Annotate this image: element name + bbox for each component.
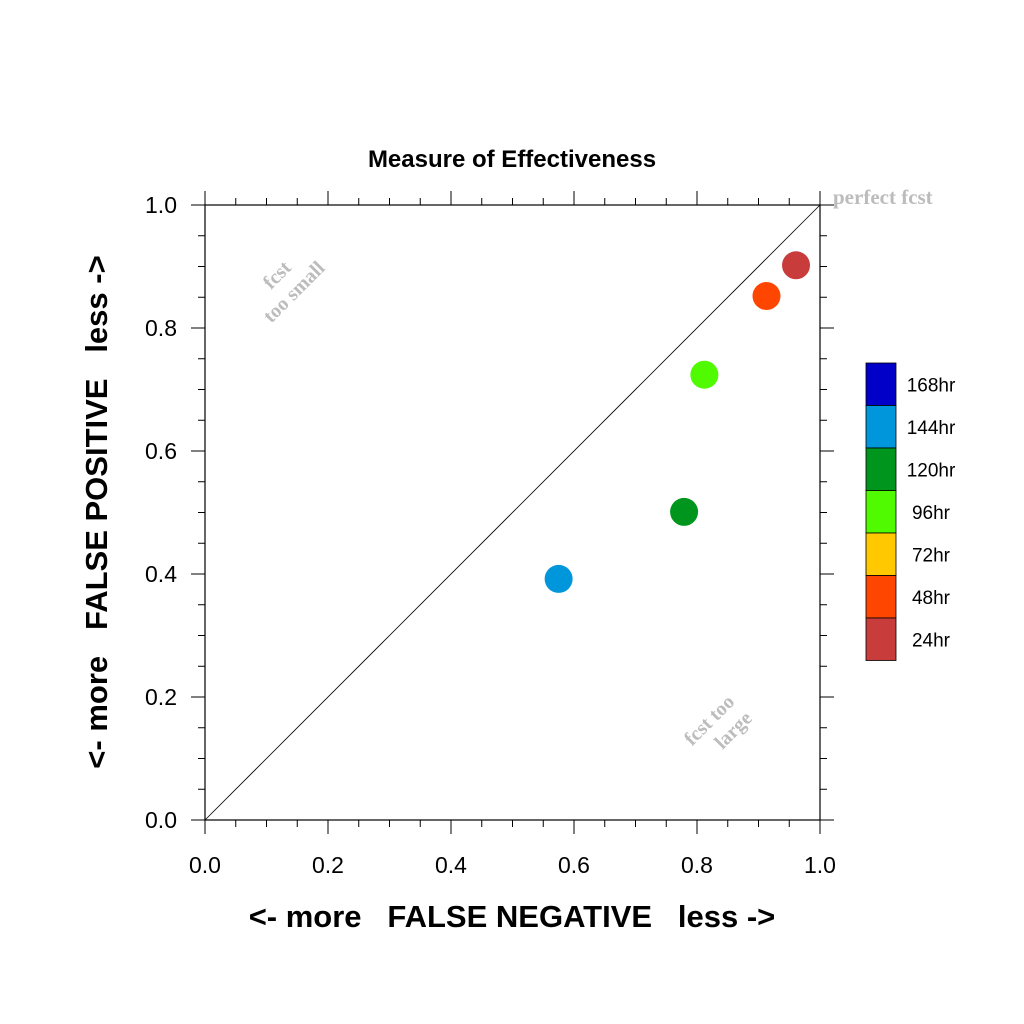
x-tick-label: 0.4 [435,852,467,878]
chart-title: Measure of Effectiveness [368,146,656,173]
legend-label-24hr: 24hr [912,630,951,651]
x-tick-label: 0.8 [681,852,713,878]
legend-swatch-24hr [865,617,897,661]
plot-area: 0.0 0.2 0.4 0.6 0.8 1.0 0.0 0.2 0.4 0.6 0.8 1.0 [145,191,836,878]
data-point-120hr [670,497,699,526]
legend-label-168hr: 168hr [907,375,956,396]
axis-ticks [191,191,834,834]
legend-label-72hr: 72hr [912,545,951,566]
diagonal-reference-line [204,204,821,821]
legend-swatch-96hr [865,490,897,534]
legend-label-96hr: 96hr [912,503,951,524]
legend-swatch-72hr [865,532,897,576]
annotation-fcst-too-large: fcst too large [680,691,757,754]
y-tick-label: 0.6 [145,438,177,464]
y-tick-label: 0.0 [145,807,177,833]
data-points [544,251,811,593]
legend-swatch-168hr [865,362,897,406]
legend-swatch-120hr [865,447,897,491]
y-tick-label: 0.4 [145,561,177,587]
y-tick-label: 0.2 [145,684,177,710]
data-point-96hr [690,360,719,389]
annotation-perfect-fcst: perfect fcst [833,185,933,209]
legend-label-48hr: 48hr [912,588,951,609]
x-tick-label: 0.2 [312,852,344,878]
data-point-48hr [752,282,781,311]
legend-label-144hr: 144hr [907,418,956,439]
data-point-24hr [782,251,811,280]
y-tick-label: 0.8 [145,315,177,341]
x-tick-labels: 0.0 0.2 0.4 0.6 0.8 1.0 [189,852,836,878]
x-axis-label: <- more FALSE NEGATIVE less -> [249,899,776,934]
legend-swatch-144hr [865,405,897,449]
legend-swatch-48hr [865,575,897,619]
x-tick-label: 0.0 [189,852,221,878]
legend-label-120hr: 120hr [907,460,956,481]
y-tick-labels: 0.0 0.2 0.4 0.6 0.8 1.0 [145,192,177,833]
y-tick-label: 1.0 [145,192,177,218]
y-axis-label: <- more FALSE POSITIVE less -> [79,255,114,768]
x-tick-label: 1.0 [804,852,836,878]
data-point-144hr [544,564,573,593]
annotation-fcst-too-small: fcst too small [259,257,330,328]
x-tick-label: 0.6 [558,852,590,878]
legend: 168hr 144hr 120hr 96hr 72hr 48hr 24hr [865,362,956,661]
